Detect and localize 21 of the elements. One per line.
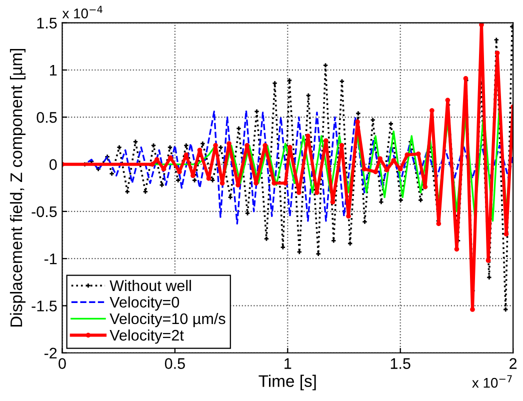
text: x 10$^{−4}$ (62, 6, 102, 18)
x-axis-title: Time [s] (258, 374, 316, 390)
legend-label: Without well (110, 280, 191, 292)
legend-label: Velocity=0 (110, 296, 180, 311)
y-tick-label: -0.5 (32, 206, 57, 218)
legend-label: Velocity=10 µm/s (110, 312, 226, 328)
y-tick-label: -1.5 (32, 300, 57, 312)
y-tick-label: 1 (50, 65, 57, 76)
legend-label: Velocity=2t (110, 329, 184, 344)
x-tick-label: 1 (284, 358, 292, 369)
x-tick-label: 0 (58, 358, 66, 369)
y-tick-label: 0 (49, 159, 57, 170)
y-tick-label: -2 (44, 348, 57, 358)
text: x 10$^{−7}$ (472, 375, 512, 388)
y-tick-label: 1.5 (37, 18, 57, 29)
y-axis-title: Displacement field, Z component [µm] (10, 49, 26, 327)
x-tick-label: 2 (510, 358, 517, 369)
x-tick-label: 0.5 (164, 358, 185, 369)
y-tick-label: -1 (44, 254, 57, 264)
x-tick-label: 1.5 (390, 358, 410, 369)
y-tick-label: 0.5 (36, 112, 57, 123)
